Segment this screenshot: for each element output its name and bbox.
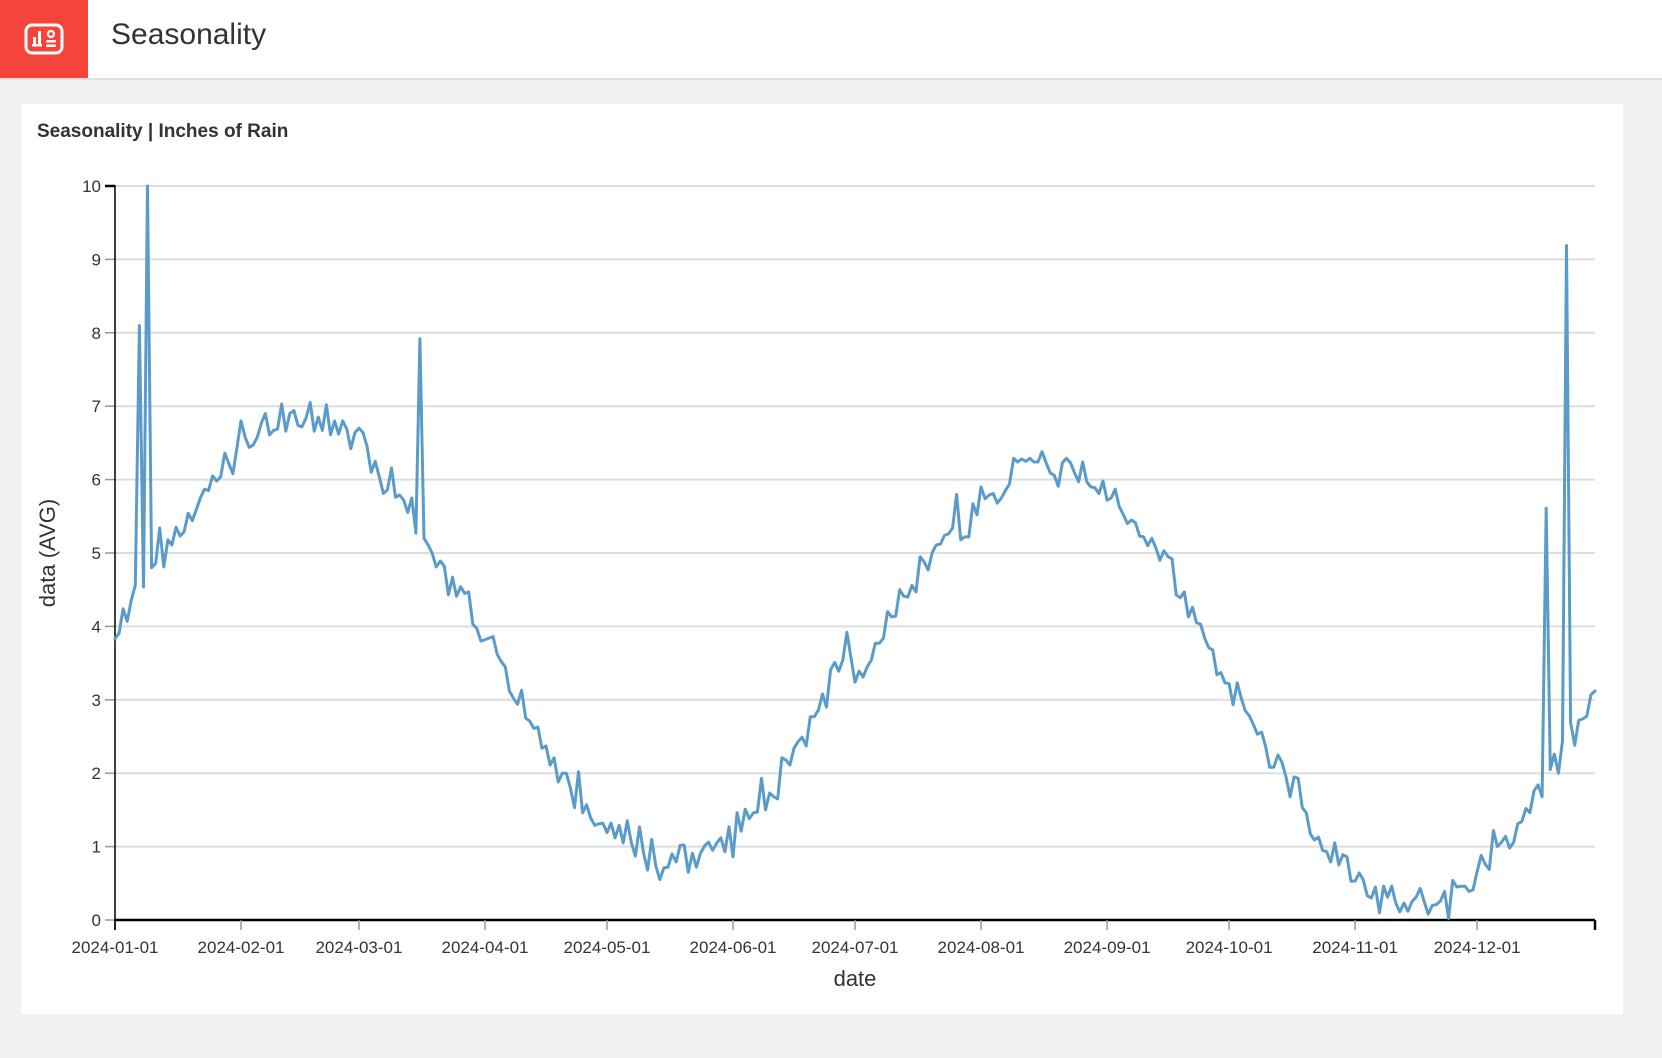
x-tick-label: 2024-12-01	[1434, 938, 1521, 957]
x-axis-title: date	[834, 966, 877, 991]
app-logo[interactable]	[0, 0, 88, 78]
chart-title: Seasonality | Inches of Rain	[37, 121, 289, 142]
y-tick-label: 7	[92, 397, 101, 416]
y-axis: 0 1 2 3 4 5 6 7 8 9 10	[82, 177, 116, 930]
chart-card: Seasonality | Inches of Rain 0 1 2 3 4 5 6 7 8 9 1…	[21, 104, 1623, 1014]
dashboard-chart-icon	[24, 23, 64, 55]
y-tick-label: 5	[92, 544, 101, 563]
x-tick-label: 2024-07-01	[812, 938, 899, 957]
y-tick-label: 6	[92, 471, 101, 490]
app-header: Seasonality	[0, 0, 1662, 80]
x-tick-label: 2024-05-01	[563, 938, 650, 957]
y-tick-label: 9	[92, 250, 101, 269]
x-tick-label: 2024-04-01	[442, 938, 529, 957]
x-tick-label: 2024-11-01	[1312, 938, 1398, 957]
x-axis: 2024-01-01 2024-02-01 2024-03-01 2024-04-01…	[72, 918, 1597, 957]
x-tick-label: 2024-09-01	[1064, 938, 1151, 957]
gridlines	[115, 185, 1595, 848]
page-title: Seasonality	[111, 18, 267, 51]
series-line[interactable]	[113, 184, 1597, 920]
y-tick-label: 2	[92, 764, 101, 783]
y-tick-label: 8	[92, 324, 101, 343]
x-tick-label: 2024-02-01	[198, 938, 285, 957]
x-tick-label: 2024-01-01	[72, 938, 159, 957]
y-tick-label: 3	[92, 691, 101, 710]
x-tick-label: 2024-10-01	[1186, 938, 1273, 957]
y-tick-label: 4	[92, 617, 101, 636]
x-tick-label: 2024-03-01	[315, 938, 402, 957]
y-tick-label: 1	[92, 838, 101, 857]
x-tick-label: 2024-06-01	[690, 938, 777, 957]
line-chart: 0 1 2 3 4 5 6 7 8 9 10 2024-01-01 2024-02-01 2024-03…	[35, 177, 1597, 991]
y-tick-label: 0	[92, 911, 101, 930]
x-tick-label: 2024-08-01	[938, 938, 1025, 957]
y-tick-label: 10	[82, 177, 101, 196]
y-axis-title: data (AVG)	[35, 499, 60, 607]
